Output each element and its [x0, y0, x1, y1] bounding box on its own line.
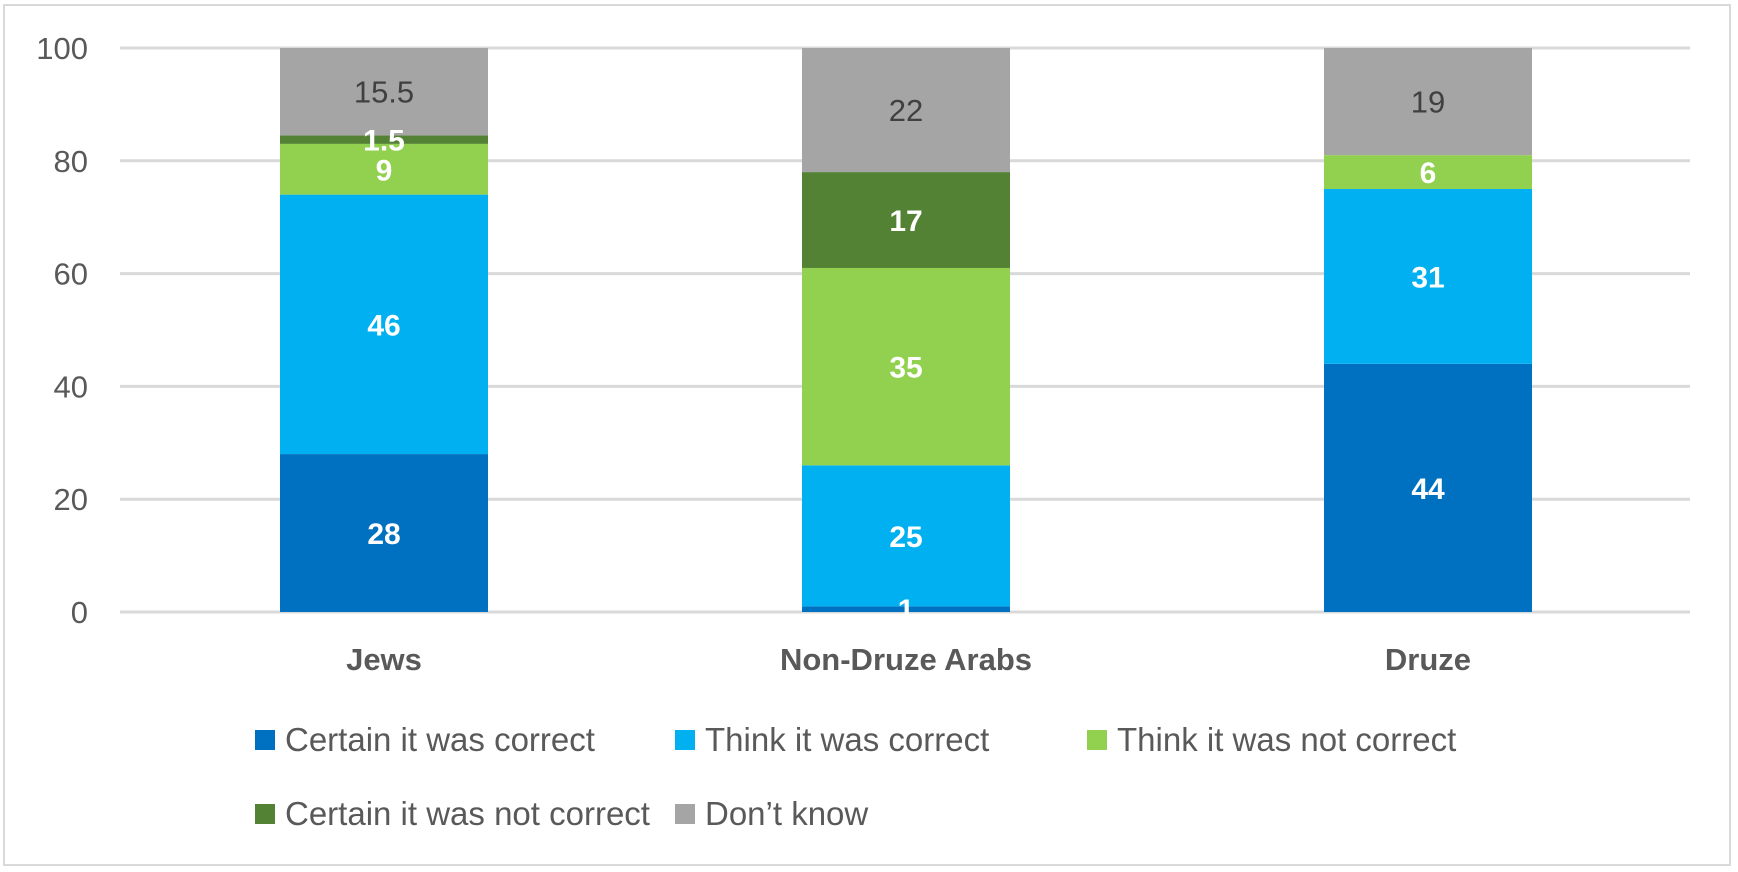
legend-item-certain-it-was-correct: Certain it was correct — [255, 718, 665, 762]
x-category-label-druze: Druze — [1385, 642, 1471, 677]
bar-segment-non-druze-arabs-certain-it-was-correct — [802, 606, 1010, 612]
y-tick-label: 80 — [54, 144, 88, 179]
x-category-label-jews: Jews — [346, 642, 422, 677]
y-tick-label: 40 — [54, 369, 88, 404]
bar-segment-jews-think-it-was-correct — [280, 194, 488, 455]
bars — [280, 48, 1532, 612]
legend-label: Certain it was correct — [285, 721, 595, 758]
x-category-label-non-druze-arabs: Non-Druze Arabs — [780, 642, 1032, 677]
bar-segment-non-druze-arabs-think-it-was-not-correct — [802, 267, 1010, 466]
data-label-non-druze-arabs-certain-it-was-correct: 1 — [898, 594, 915, 627]
y-tick-label: 100 — [36, 31, 88, 66]
bar-segment-jews-certain-it-was-correct — [280, 454, 488, 612]
data-label-druze-certain-it-was-correct: 44 — [1411, 473, 1445, 506]
bar-segment-jews-certain-it-was-not-correct — [280, 135, 488, 144]
bar-segment-non-druze-arabs-certain-it-was-not-correct — [802, 172, 1010, 268]
bar-segment-druze-don-t-know — [1324, 48, 1532, 156]
data-label-druze-think-it-was-correct: 31 — [1411, 261, 1444, 294]
legend-swatch — [675, 730, 695, 750]
legend-swatch — [255, 730, 275, 750]
data-label-non-druze-arabs-don-t-know: 22 — [889, 93, 923, 128]
legend-item-certain-it-was-not-correct: Certain it was not correct — [255, 792, 665, 836]
data-label-non-druze-arabs-certain-it-was-not-correct: 17 — [889, 205, 922, 238]
bar-segment-jews-think-it-was-not-correct — [280, 143, 488, 195]
data-label-druze-think-it-was-not-correct: 6 — [1420, 157, 1437, 190]
y-tick-label: 0 — [71, 595, 88, 630]
legend-item-don-t-know: Don’t know — [675, 792, 975, 836]
x-axis-category-labels: Jews Non-Druze Arabs Druze — [346, 642, 1471, 677]
data-label-jews-think-it-was-correct: 46 — [367, 309, 400, 342]
legend-swatch — [255, 804, 275, 824]
data-label-druze-don-t-know: 19 — [1411, 85, 1445, 120]
data-label-jews-don-t-know: 15.5 — [354, 75, 414, 110]
bar-segment-druze-think-it-was-correct — [1324, 189, 1532, 364]
y-tick-label: 60 — [54, 257, 88, 292]
bar-segment-druze-certain-it-was-correct — [1324, 363, 1532, 612]
legend-label: Certain it was not correct — [285, 795, 650, 832]
legend-item-think-it-was-not-correct: Think it was not correct — [1087, 718, 1507, 762]
bar-segment-non-druze-arabs-don-t-know — [802, 48, 1010, 173]
data-labels: 28 46 91.5 15.5 1 25 35 17 22 44 31 6 19 — [354, 75, 1445, 627]
data-label-jews-certain-it-was-correct: 28 — [367, 518, 400, 551]
legend-label: Think it was correct — [705, 721, 990, 758]
bar-segment-jews-don-t-know — [280, 48, 488, 136]
data-label-non-druze-arabs-think-it-was-not-correct: 35 — [889, 352, 922, 385]
legend-label: Don’t know — [705, 795, 869, 832]
bar-segment-druze-think-it-was-not-correct — [1324, 155, 1532, 189]
data-label-jews-certain-it-was-not-correct: 1.5 — [363, 125, 405, 158]
y-axis-tick-labels: 0 20 40 60 80 100 — [36, 31, 88, 630]
legend-item-think-it-was-correct: Think it was correct — [675, 718, 1077, 762]
y-tick-label: 20 — [54, 482, 88, 517]
data-label-jews-think-it-was-not-correct: 9 — [376, 154, 393, 187]
legend-swatch — [1087, 730, 1107, 750]
legend-label: Think it was not correct — [1117, 721, 1457, 758]
legend: Certain it was correct Think it was corre… — [255, 718, 1555, 836]
legend-swatch — [675, 804, 695, 824]
bar-segment-non-druze-arabs-think-it-was-correct — [802, 465, 1010, 607]
data-label-non-druze-arabs-think-it-was-correct: 25 — [889, 521, 922, 554]
